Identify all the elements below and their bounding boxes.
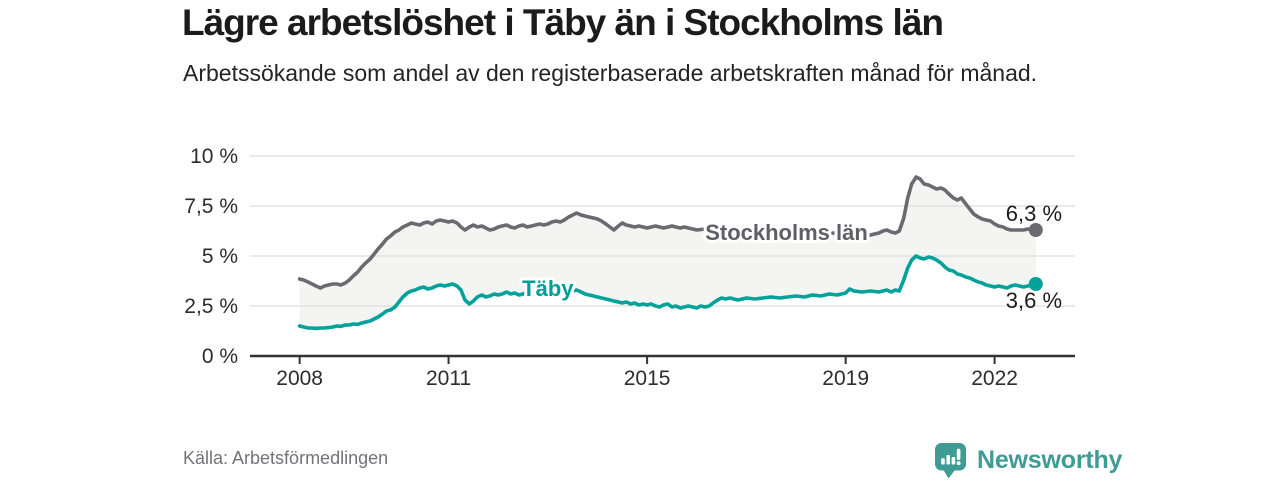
between-series-band xyxy=(299,177,1036,329)
page-title: Lägre arbetslöshet i Täby än i Stockholm… xyxy=(182,2,944,43)
series-line-stockholms-lan xyxy=(297,175,1038,290)
y-tick-label: 2,5 % xyxy=(184,295,238,318)
end-value-label-taby: 3,6 % xyxy=(1006,288,1062,313)
newsworthy-logo: Newsworthy xyxy=(934,442,1122,479)
newsworthy-icon xyxy=(935,443,966,479)
series-end-dot-taby xyxy=(1028,277,1043,291)
x-tick-label: 2008 xyxy=(276,367,323,390)
newsworthy-wordmark: Newsworthy xyxy=(977,446,1123,474)
series-label-stockholms-lan: Stockholms län xyxy=(705,220,868,245)
y-tick-label: 7,5 % xyxy=(184,195,238,218)
x-tick-label: 2015 xyxy=(624,367,671,390)
series-label-taby: Täby xyxy=(522,276,574,301)
series-end-dot-stockholms-lan xyxy=(1028,223,1043,237)
x-tick-label: 2022 xyxy=(971,367,1018,390)
source-note: Källa: Arbetsförmedlingen xyxy=(183,448,389,468)
series-line-taby xyxy=(297,254,1038,331)
end-value-label-stockholms-lan: 6,3 % xyxy=(1006,201,1062,226)
x-tick-label: 2019 xyxy=(822,367,869,390)
y-tick-label: 5 % xyxy=(202,245,238,268)
x-tick-label: 2011 xyxy=(426,367,471,390)
y-tick-label: 10 % xyxy=(190,145,238,168)
chart-subtitle: Arbetssökande som andel av den registerb… xyxy=(183,60,1038,86)
y-tick-label: 0 % xyxy=(202,345,238,368)
